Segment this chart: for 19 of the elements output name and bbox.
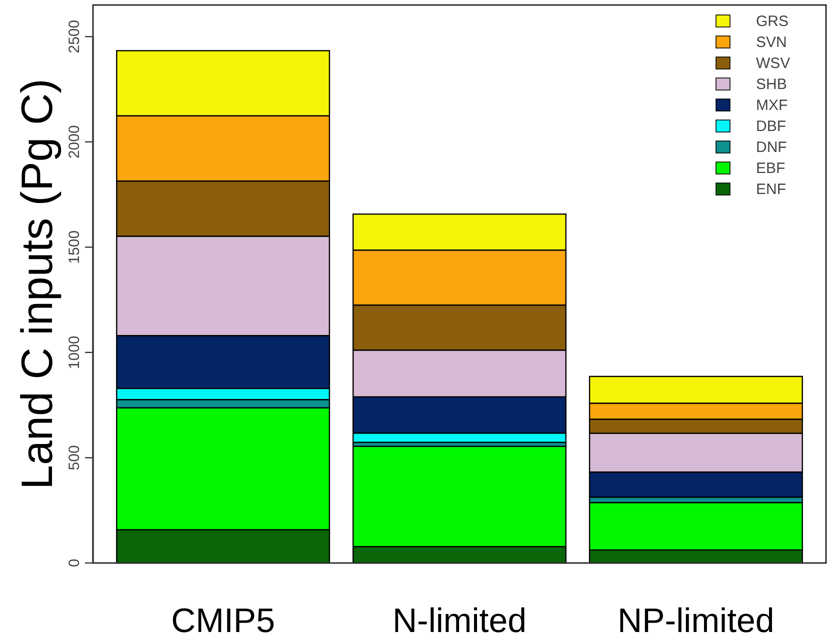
x-tick-label: N-limited [392,602,527,640]
legend-label: EBF [756,160,786,177]
y-axis-title: Land C inputs (Pg C) [13,78,62,490]
y-tick-label: 2500 [66,20,83,54]
y-tick-label: 500 [66,445,83,470]
legend-label: GRS [756,13,789,30]
legend-label: MXF [756,97,788,114]
legend-label: SVN [756,34,787,51]
legend-label: SHB [756,76,787,93]
y-tick-label: 2000 [66,125,83,159]
y-tick-label: 1500 [66,230,83,264]
legend-label: DBF [756,118,786,135]
legend-label: DNF [756,139,787,156]
legend-label: ENF [756,181,786,198]
legend-label: WSV [756,55,790,72]
x-tick-label: NP-limited [618,602,774,640]
y-tick-label: 0 [66,558,83,568]
y-tick-label: 1000 [66,336,83,370]
x-tick-label: CMIP5 [171,602,276,640]
